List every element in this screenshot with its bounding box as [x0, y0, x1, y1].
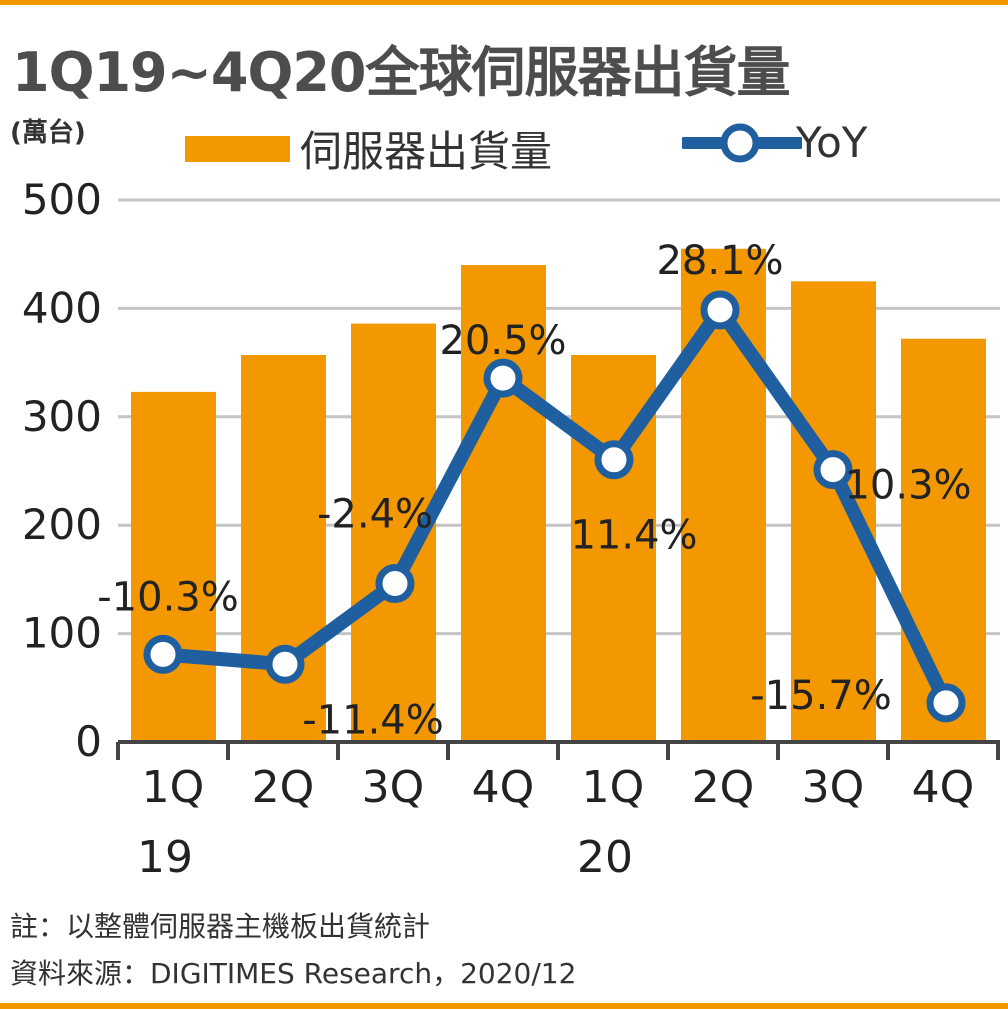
x-tick-label: 3Q — [362, 762, 425, 813]
footnote: 註：以整體伺服器主機板出貨統計 — [10, 910, 431, 943]
y-tick-label: 500 — [22, 175, 102, 224]
x-tick-label: 2Q — [252, 762, 315, 813]
legend-bar-label: 伺服器出貨量 — [300, 127, 553, 176]
yoy-point — [483, 358, 523, 398]
yoy-point — [926, 683, 966, 723]
x-tick-label: 1Q — [582, 762, 645, 813]
chart-title: 1Q19~4Q20全球伺服器出貨量 — [12, 41, 790, 104]
bar — [791, 281, 876, 742]
bar — [131, 391, 216, 742]
yoy-data-label: -15.7% — [750, 673, 892, 719]
bottom-accent-bar — [0, 1003, 1008, 1009]
yoy-point — [700, 290, 740, 330]
yoy-data-label: 20.5% — [439, 318, 566, 364]
bar — [241, 355, 326, 742]
yoy-point — [143, 634, 183, 674]
yoy-data-label: -2.4% — [317, 492, 433, 538]
source-note: 資料來源：DIGITIMES Research，2020/12 — [10, 957, 577, 990]
yoy-data-label: -10.3% — [97, 574, 239, 620]
bar — [681, 248, 766, 742]
legend-line: YoY — [682, 118, 867, 167]
legend-line-swatch — [682, 123, 802, 162]
legend-bar: 伺服器出貨量 — [185, 118, 552, 179]
top-accent-bar — [0, 0, 1008, 5]
yoy-data-label: -11.4% — [302, 697, 444, 743]
x-tick-label: 2Q — [692, 762, 755, 813]
yoy-point — [594, 440, 634, 480]
x-tick-label: 4Q — [472, 762, 535, 813]
x-tick-label: 1Q — [142, 762, 205, 813]
yoy-data-label: 10.3% — [844, 463, 971, 509]
y-tick-label: 300 — [22, 392, 102, 441]
x-tick-label: 4Q — [912, 762, 975, 813]
legend-line-label: YoY — [796, 118, 868, 167]
yoy-line — [162, 302, 953, 706]
chart-plot: 0 100 200 300 400 500 1Q 19 2Q 3Q 4Q 1Q 20 2Q 3Q 4Q -10.… — [22, 175, 1000, 883]
y-tick-label: 0 — [75, 717, 102, 766]
yoy-point — [813, 450, 853, 490]
yoy-data-label: 28.1% — [656, 238, 783, 284]
unit-label: (萬台) — [10, 118, 86, 148]
yoy-point — [375, 564, 415, 604]
bar — [901, 338, 986, 742]
yoy-data-label: 11.4% — [570, 513, 697, 559]
yoy-point — [265, 644, 305, 684]
x-tick-year-label: 20 — [577, 832, 633, 883]
y-tick-label: 200 — [22, 500, 102, 549]
x-tick-year-label: 19 — [137, 832, 193, 883]
x-tick-label: 3Q — [802, 762, 865, 813]
bar — [461, 265, 546, 742]
legend-bar-swatch — [185, 135, 290, 162]
y-tick-label: 100 — [22, 609, 102, 658]
y-tick-label: 400 — [22, 283, 102, 332]
